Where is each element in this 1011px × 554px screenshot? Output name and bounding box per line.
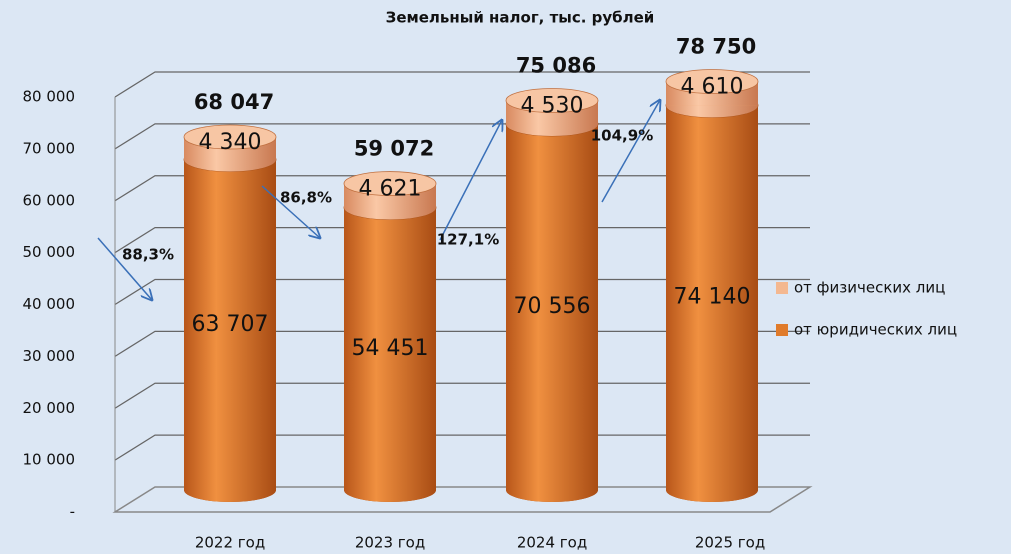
x-tick-label: 2024 год (517, 534, 587, 552)
value-label: 4 610 (681, 74, 744, 99)
segment-bottom (344, 490, 436, 502)
value-label: 70 556 (514, 294, 591, 319)
y-tick-label: - (70, 503, 75, 521)
bar-segment (184, 159, 276, 490)
bar-segment (344, 207, 436, 490)
segment-bottom (184, 490, 276, 502)
total-label: 59 072 (354, 137, 434, 161)
x-tick-label: 2023 год (355, 534, 425, 552)
bar-segment (666, 105, 758, 491)
value-label: 63 707 (192, 312, 269, 337)
segment-bottom (344, 207, 436, 220)
value-label: 4 340 (199, 130, 262, 155)
arrow (97, 237, 152, 300)
legend-label: от физических лиц (794, 279, 945, 297)
annotation: 86,8% (280, 189, 332, 207)
total-label: 78 750 (676, 34, 756, 58)
segment-bottom (506, 490, 598, 502)
annotation: 127,1% (437, 231, 499, 249)
x-tick-label: 2025 год (695, 534, 765, 552)
y-tick-label: 30 000 (23, 347, 76, 365)
y-tick-label: 10 000 (23, 451, 76, 469)
arrow (601, 100, 660, 203)
y-tick-label: 40 000 (23, 295, 76, 313)
grid-line (114, 71, 810, 98)
annotation: 104,9% (591, 127, 653, 145)
total-label: 75 086 (516, 53, 596, 77)
annotation: 88,3% (122, 246, 174, 264)
value-label: 74 140 (674, 285, 751, 310)
floor (112, 486, 813, 513)
segment-top (505, 88, 599, 113)
arrow (439, 120, 502, 241)
segment-bottom (184, 159, 276, 172)
segment-bottom (666, 490, 758, 502)
legend-swatch (776, 324, 788, 336)
y-tick-label: 80 000 (23, 88, 76, 106)
total-label: 68 047 (194, 90, 274, 114)
segment-top (343, 171, 437, 196)
y-tick-label: 60 000 (23, 191, 76, 209)
value-label: 4 530 (521, 93, 584, 118)
segment-bottom (666, 105, 758, 118)
value-label: 54 451 (352, 336, 429, 361)
segment-top (665, 69, 759, 94)
y-tick-label: 20 000 (23, 399, 76, 417)
arrow (261, 185, 320, 238)
x-tick-label: 2022 год (195, 534, 265, 552)
bar-segment (506, 123, 598, 490)
segment-top (183, 124, 277, 150)
y-tick-label: 50 000 (23, 243, 76, 261)
y-tick-label: 70 000 (23, 139, 76, 157)
arrows (97, 100, 660, 300)
segment-bottom (506, 123, 598, 136)
value-label: 4 621 (359, 177, 422, 202)
legend-label: от юридических лиц (794, 321, 957, 339)
chart-title: Земельный налог, тыс. рублей (386, 9, 655, 27)
legend-swatch (776, 282, 788, 294)
